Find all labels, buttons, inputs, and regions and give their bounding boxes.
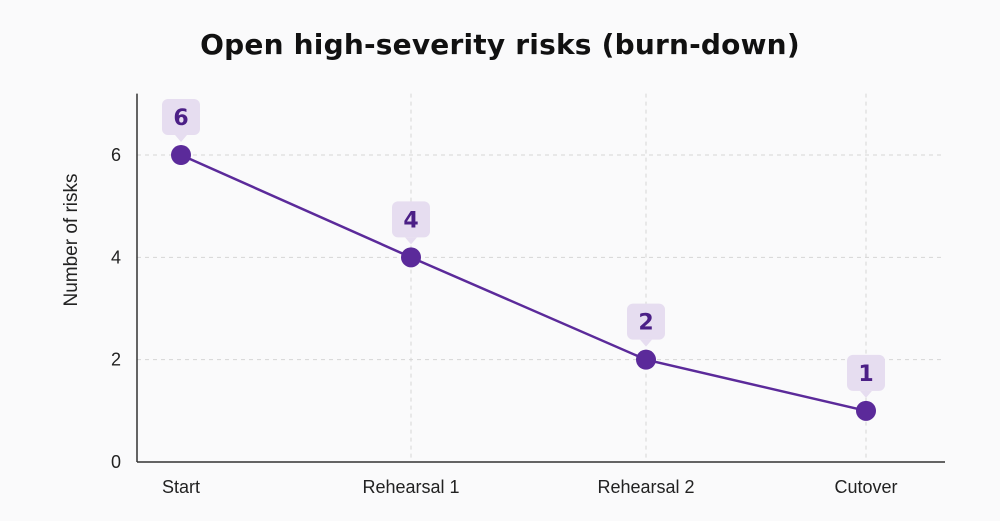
chart-title: Open high-severity risks (burn-down) [200, 28, 800, 61]
series-line [179, 153, 868, 413]
data-label-text: 1 [858, 362, 873, 387]
y-tick-label-4: 4 [111, 247, 121, 267]
data-label-2: 2 [627, 303, 665, 347]
x-tick-label-3: Cutover [834, 477, 897, 497]
data-label-text: 4 [403, 208, 418, 233]
data-label-box [162, 99, 200, 135]
data-label-pointer [175, 135, 187, 142]
data-label-pointer [860, 390, 872, 398]
data-label-text: 2 [638, 311, 653, 336]
x-tick-label-0: Start [162, 477, 200, 497]
x-tick-label-2: Rehearsal 2 [597, 477, 694, 497]
data-label-box [392, 201, 430, 238]
data-point-2 [636, 349, 656, 370]
data-label-box [627, 303, 665, 340]
y-axis-label: Number of risks [61, 173, 82, 306]
data-point-3 [856, 400, 876, 421]
data-labels: 6 4 2 1 [162, 99, 885, 398]
data-label-box [847, 354, 885, 391]
axes: 0 2 4 6 Start Rehearsal 1 Rehearsal 2 Cutover [111, 93, 945, 497]
data-label-0: 6 [162, 99, 200, 142]
y-tick-label-6: 6 [111, 145, 121, 165]
data-label-3: 1 [847, 354, 885, 398]
data-label-1: 4 [392, 201, 430, 245]
data-label-pointer [405, 237, 417, 245]
x-tick-label-1: Rehearsal 1 [362, 477, 459, 497]
data-point-1 [401, 247, 421, 268]
y-tick-label-2: 2 [111, 350, 121, 370]
y-tick-label-0: 0 [111, 452, 121, 472]
data-point-0 [171, 145, 191, 165]
data-label-pointer [640, 339, 652, 347]
grid-lines [137, 93, 945, 462]
series-line-group [171, 145, 876, 421]
data-label-text: 6 [173, 106, 188, 131]
